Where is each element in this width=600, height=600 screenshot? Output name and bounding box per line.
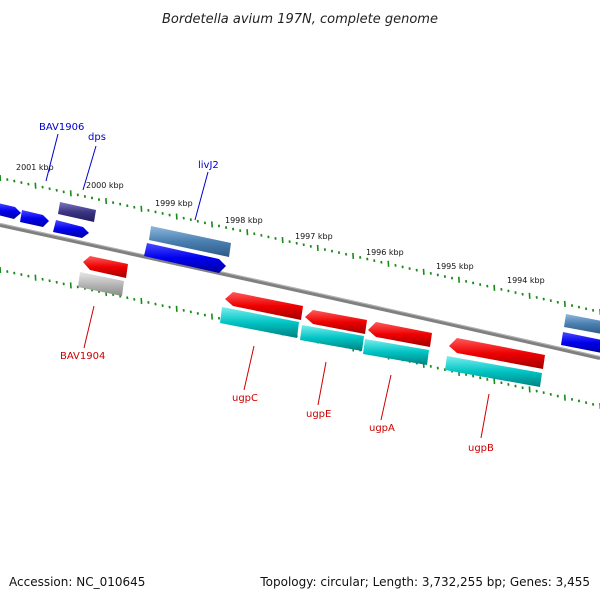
cds-ugpa-arrow[interactable] — [368, 322, 432, 347]
feature-livj2[interactable] — [149, 226, 231, 257]
forward-features — [0, 202, 600, 353]
feature-ugpe[interactable] — [300, 325, 364, 351]
leader-dps — [82, 145, 97, 191]
cds-ugpc-arrow[interactable] — [225, 292, 303, 320]
ruler-label-1996: 1996 kbp — [366, 248, 404, 257]
cds-forward-right-arrow[interactable] — [561, 332, 600, 353]
ruler-label-1994: 1994 kbp — [507, 276, 545, 285]
leader-livj2 — [194, 171, 209, 221]
gene-label-dps[interactable]: dps — [88, 132, 106, 143]
label-leaders — [45, 133, 490, 439]
leader-bav1906 — [45, 133, 59, 182]
ruler-labels: 2001 kbp 2000 kbp 1999 kbp 1998 kbp 1997… — [16, 163, 545, 285]
gene-label-ugpc[interactable]: ugpC — [232, 393, 258, 404]
gene-label-ugpb[interactable]: ugpB — [468, 443, 494, 454]
cds-forward-arrow[interactable] — [0, 203, 21, 219]
feature-forward-right[interactable] — [564, 314, 600, 334]
leader-ugpc — [243, 345, 255, 391]
reverse-features — [78, 256, 545, 387]
feature-ugpc[interactable] — [220, 307, 299, 338]
gene-label-ugpe[interactable]: ugpE — [306, 409, 331, 420]
cds-ugpe-arrow[interactable] — [305, 310, 367, 334]
cds-bav1904-arrow[interactable] — [83, 256, 128, 278]
upper-tick-ruler — [0, 174, 600, 316]
leader-ugpb — [480, 393, 490, 439]
ruler-label-1995: 1995 kbp — [436, 262, 474, 271]
feature-ugpa[interactable] — [363, 339, 429, 365]
ruler-label-1997: 1997 kbp — [295, 232, 333, 241]
leader-ugpa — [380, 374, 392, 421]
gene-label-ugpa[interactable]: ugpA — [369, 423, 395, 434]
feature-bav1904[interactable] — [78, 272, 124, 296]
leader-bav1904 — [83, 305, 95, 349]
cds-livj2-arrow[interactable] — [144, 243, 226, 273]
feature-dps[interactable] — [58, 202, 96, 222]
accession-label: Accession: NC_010645 — [9, 575, 145, 589]
ruler-label-2001: 2001 kbp — [16, 163, 54, 172]
feature-ugpb[interactable] — [445, 356, 542, 387]
topology-summary: Topology: circular; Length: 3,732,255 bp… — [259, 575, 590, 589]
ruler-label-1998: 1998 kbp — [225, 216, 263, 225]
gene-labels: BAV1906 dps livJ2 BAV1904 ugpC ugpE ugpA… — [39, 122, 494, 454]
gene-label-bav1906[interactable]: BAV1906 — [39, 122, 84, 133]
cds-forward-arrow[interactable] — [20, 210, 49, 227]
gene-label-bav1904[interactable]: BAV1904 — [60, 351, 105, 362]
genome-backbone-highlight — [0, 223, 600, 357]
ruler-label-1999: 1999 kbp — [155, 199, 193, 208]
cds-ugpb-arrow[interactable] — [449, 338, 545, 369]
gene-label-livj2[interactable]: livJ2 — [198, 160, 219, 171]
genome-backbone — [0, 223, 600, 360]
map-title: Bordetella avium 197N, complete genome — [162, 12, 438, 27]
cds-forward-arrow[interactable] — [53, 220, 89, 238]
ruler-label-2000: 2000 kbp — [86, 181, 124, 190]
leader-ugpe — [317, 361, 327, 406]
